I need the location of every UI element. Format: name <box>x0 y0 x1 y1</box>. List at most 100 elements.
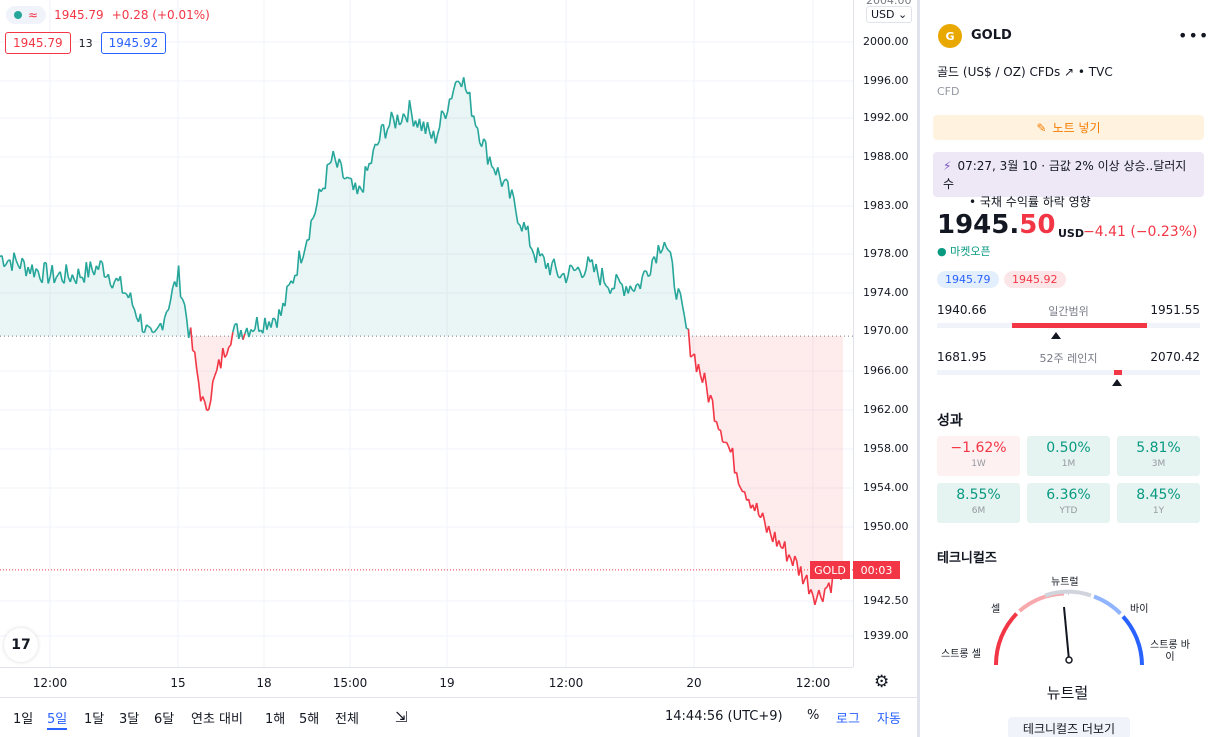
range-5d[interactable]: 5일 <box>47 708 68 730</box>
range-3m[interactable]: 3달 <box>119 712 140 727</box>
price-line-segment <box>603 281 607 287</box>
add-note-button[interactable]: ✎ 노트 넣기 <box>933 115 1204 140</box>
price-line-segment <box>167 299 172 310</box>
bid-pill: 1945.79 <box>937 271 999 288</box>
time-tick: 15 <box>170 676 186 690</box>
price-chart[interactable]: ≈ 1945.79 +0.28 (+0.01%) 1945.79 13 1945… <box>0 0 853 667</box>
price-line-segment <box>505 178 509 182</box>
price-line-segment <box>402 113 407 118</box>
price-line-segment <box>1 255 5 267</box>
performance-title: 성과 <box>937 413 963 429</box>
price-decimal: 50 <box>1019 210 1056 240</box>
price-line-segment <box>252 328 256 333</box>
price-tick: 1942.50 <box>863 594 909 607</box>
range-1y[interactable]: 1해 <box>265 712 286 727</box>
news-text-1: 07:27, 3월 10 · 금값 2% 이상 상승..달러지수 <box>943 159 1187 191</box>
gear-icon[interactable]: ⚙ <box>874 672 890 692</box>
price-line-segment <box>142 331 145 334</box>
buy-price-button[interactable]: 1945.92 <box>100 32 167 54</box>
price-line-segment <box>774 531 778 547</box>
day-range-track <box>937 323 1200 328</box>
price-line-segment <box>320 187 324 193</box>
price-line-segment <box>372 143 377 151</box>
price-tick: 1950.00 <box>863 520 909 533</box>
gauge-label-strong-buy-1: 스트롱 바 <box>1150 640 1190 651</box>
price-line-segment <box>80 276 83 279</box>
price-line-segment <box>810 589 814 596</box>
tradingview-logo-icon[interactable]: 17 <box>4 628 38 662</box>
time-tick: 18 <box>256 676 272 690</box>
price-line-segment <box>376 140 381 146</box>
chart-canvas[interactable] <box>0 0 853 667</box>
price-line-segment <box>230 332 234 346</box>
date-range-icon[interactable]: ⇲ <box>395 708 408 726</box>
price-line-segment <box>687 328 692 358</box>
range-6m[interactable]: 6달 <box>154 712 175 727</box>
price-line-segment <box>131 305 136 310</box>
price-line-segment <box>177 265 182 298</box>
perf-value: 8.55% <box>956 487 1001 503</box>
price-line-segment <box>214 370 218 376</box>
log-toggle[interactable]: 로그 <box>836 712 860 727</box>
range-5y[interactable]: 5해 <box>299 712 320 727</box>
perf-value: −1.62% <box>950 440 1007 456</box>
ask-pill: 1945.92 <box>1004 271 1066 288</box>
price-line-segment <box>619 282 623 286</box>
price-line-segment <box>507 181 511 199</box>
range-1m[interactable]: 1달 <box>84 712 105 727</box>
price-line-segment <box>441 110 445 114</box>
price-line-segment <box>228 344 232 348</box>
panel-divider[interactable] <box>917 0 920 737</box>
range-1d[interactable]: 1일 <box>13 712 34 727</box>
currency-label: USD <box>871 8 895 21</box>
percent-toggle[interactable]: % <box>807 708 820 723</box>
price-line-segment <box>647 274 651 278</box>
price-line-segment <box>627 285 631 294</box>
range-ytd[interactable]: 연초 대비 <box>191 712 243 727</box>
price-line-segment <box>3 263 7 268</box>
price-line-segment <box>450 89 455 100</box>
legend-change: +0.28 (+0.01%) <box>111 8 210 22</box>
price-line-segment <box>53 277 57 284</box>
sell-price-button[interactable]: 1945.79 <box>5 32 71 54</box>
price-line-segment <box>195 368 200 383</box>
price-line-segment <box>645 270 650 277</box>
price-line-segment <box>133 309 138 318</box>
price-line-segment <box>384 129 389 139</box>
perf-1m: 0.50% 1M <box>1027 436 1110 476</box>
gauge-strong-sell-arc <box>993 612 1019 666</box>
news-headline[interactable]: ⚡ 07:27, 3월 10 · 금값 2% 이상 상승..달러지수 • 국채 수… <box>933 152 1204 209</box>
currency-select[interactable]: USD ⌄ <box>866 6 913 23</box>
price-line-segment <box>222 347 226 358</box>
price-axis[interactable]: 2004.00 2000.00 1996.00 1992.00 1988.00 1983.… <box>853 0 917 667</box>
price-line-segment <box>390 111 395 119</box>
price-line-segment <box>537 247 541 257</box>
more-options-icon[interactable]: ••• <box>1178 26 1210 45</box>
auto-toggle[interactable]: 자동 <box>877 712 901 727</box>
price-tick: 1996.00 <box>863 74 909 87</box>
chevron-down-icon: ⌄ <box>898 8 908 21</box>
price-line-segment <box>671 262 676 288</box>
bid-ask-row: 1945.79 13 1945.92 <box>5 32 167 54</box>
price-line-segment <box>555 268 559 277</box>
price-line-segment <box>298 250 302 264</box>
price-line-segment <box>89 261 94 271</box>
price-line-segment <box>633 284 638 292</box>
time-axis[interactable]: 12:00 15 18 15:00 19 12:00 20 12:00 <box>0 667 853 697</box>
symbol-description[interactable]: 골드 (US$ / OZ) CFDs ↗ • TVC <box>937 65 1113 79</box>
year-range-track <box>937 370 1200 375</box>
price-line-segment <box>517 222 521 226</box>
perf-label: 1M <box>1061 459 1076 469</box>
price-line-segment <box>659 249 664 254</box>
range-all[interactable]: 전체 <box>335 712 359 727</box>
price-line-segment <box>189 327 194 351</box>
price-line-segment <box>19 257 23 270</box>
visibility-toggle[interactable]: ≈ <box>6 6 47 24</box>
price-line-segment <box>722 441 725 444</box>
perf-1y: 8.45% 1Y <box>1117 483 1200 523</box>
clock[interactable]: 14:44:56 (UTC+9) <box>665 709 783 724</box>
price-line-segment <box>725 441 730 448</box>
symbol-name[interactable]: GOLD <box>971 28 1012 43</box>
more-technicals-button[interactable]: 테크니컬즈 더보기 <box>1008 717 1130 737</box>
perf-value: 6.36% <box>1046 487 1091 503</box>
